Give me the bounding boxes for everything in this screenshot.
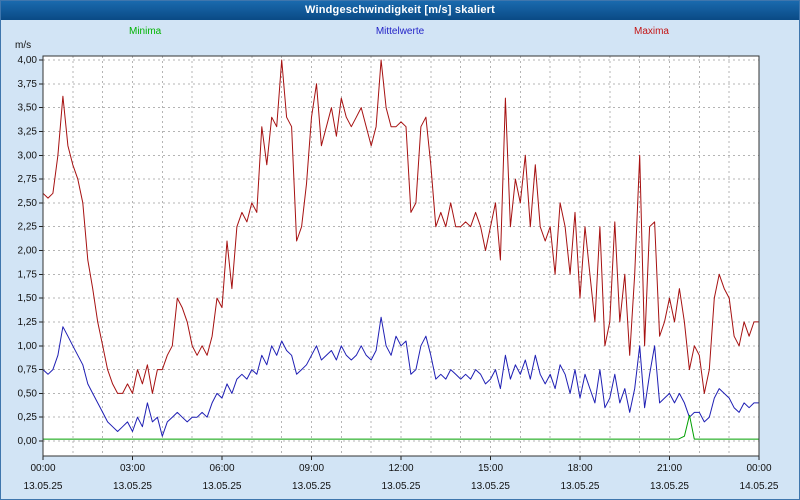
x-tick-time-label: 12:00 — [388, 463, 413, 474]
window-title: Windgeschwindigkeit [m/s] skaliert — [1, 1, 799, 20]
x-tick-time-label: 09:00 — [299, 463, 324, 474]
x-tick-date-label: 13.05.25 — [292, 481, 331, 492]
y-tick-label: 0,75 — [18, 365, 38, 376]
x-tick-date-label: 13.05.25 — [650, 481, 689, 492]
y-tick-label: 1,25 — [18, 317, 38, 328]
y-axis-unit-label: m/s — [15, 40, 32, 51]
y-tick-label: 3,00 — [18, 150, 38, 161]
series-line-mittelwerte — [42, 316, 759, 437]
legend-maxima: Maxima — [633, 26, 669, 37]
legend-minima: Minima — [129, 26, 162, 37]
x-tick-date-label: 13.05.25 — [24, 481, 63, 492]
y-tick-label: 3,25 — [18, 126, 38, 137]
x-tick-time-label: 21:00 — [657, 463, 682, 474]
y-tick-label: 0,25 — [18, 412, 38, 423]
x-tick-time-label: 06:00 — [209, 463, 234, 474]
y-tick-label: 3,50 — [18, 103, 38, 114]
y-tick-label: 0,00 — [18, 436, 38, 447]
x-tick-date-label: 13.05.25 — [113, 481, 152, 492]
plot-border — [42, 55, 760, 457]
x-tick-time-label: 00:00 — [746, 463, 771, 474]
x-tick-time-label: 15:00 — [478, 463, 503, 474]
y-tick-label: 1,00 — [18, 341, 38, 352]
y-tick-label: 2,00 — [18, 246, 38, 257]
x-tick-time-label: 00:00 — [30, 463, 55, 474]
series-line-maxima — [42, 59, 759, 394]
series-line-minima — [43, 414, 759, 440]
y-tick-label: 4,00 — [18, 55, 38, 66]
legend-mittelwerte: Mittelwerte — [375, 26, 425, 37]
x-tick-date-label: 13.05.25 — [471, 481, 510, 492]
y-tick-label: 2,75 — [18, 174, 38, 185]
x-tick-date-label: 14.05.25 — [740, 481, 779, 492]
chart-legend: Minima Mittelwerte Maxima — [1, 26, 799, 40]
y-tick-label: 1,75 — [18, 269, 38, 280]
x-tick-time-label: 18:00 — [567, 463, 592, 474]
x-tick-date-label: 13.05.25 — [203, 481, 242, 492]
y-tick-label: 2,50 — [18, 198, 38, 209]
y-tick-label: 0,50 — [18, 388, 38, 399]
y-tick-label: 2,25 — [18, 222, 38, 233]
y-tick-label: 1,50 — [18, 293, 38, 304]
y-tick-label: 3,75 — [18, 79, 38, 90]
x-tick-date-label: 13.05.25 — [382, 481, 421, 492]
x-tick-date-label: 13.05.25 — [561, 481, 600, 492]
x-tick-time-label: 03:00 — [120, 463, 145, 474]
